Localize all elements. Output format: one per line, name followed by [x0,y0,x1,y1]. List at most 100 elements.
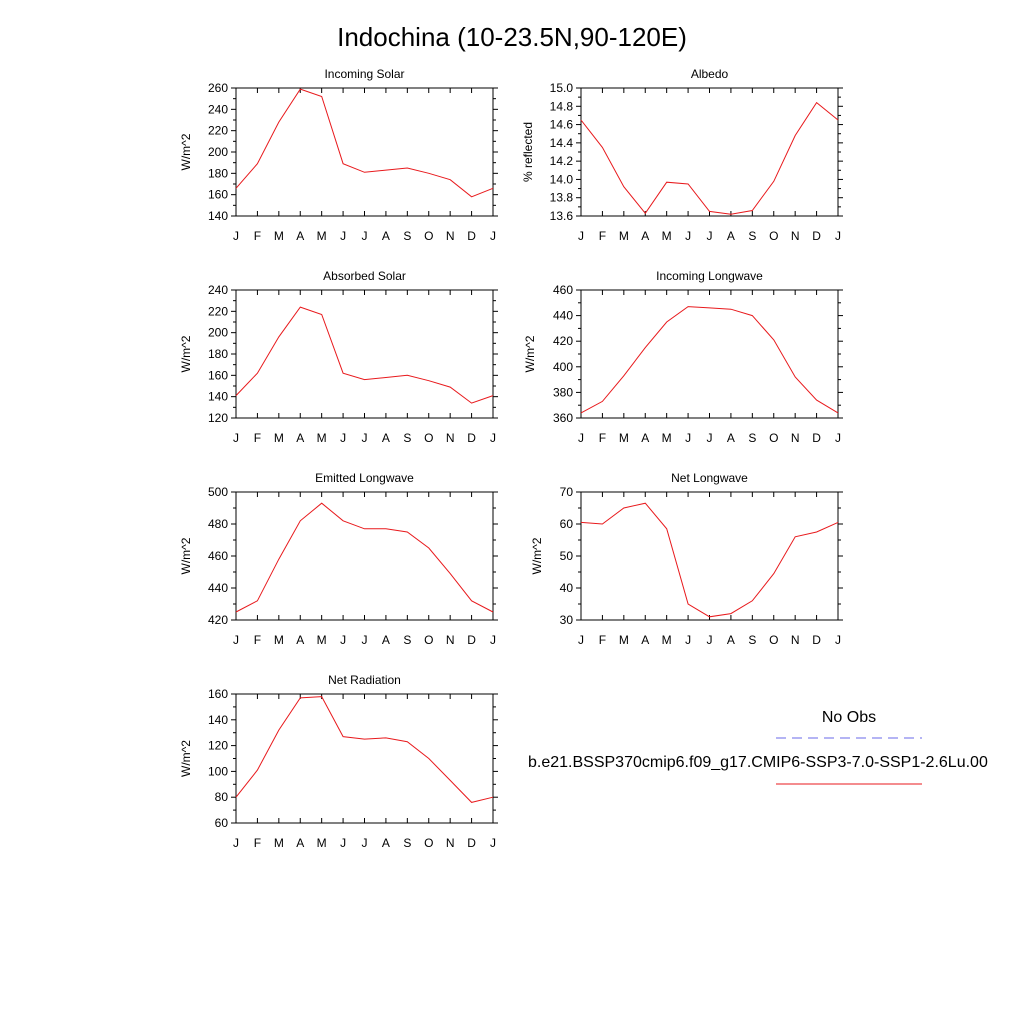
y-tick-label: 440 [208,581,228,595]
x-tick-label: O [769,229,778,243]
x-tick-label: D [467,229,476,243]
chart-title: Net Longwave [671,471,748,485]
plot-frame [235,693,494,824]
x-tick-label: A [296,431,304,445]
x-tick-label: J [233,229,239,243]
y-axis-label: % reflected [521,122,535,182]
x-tick-label: O [424,633,433,647]
chart-title: Incoming Solar [324,67,404,81]
x-tick-label: S [748,229,756,243]
y-tick-label: 160 [208,687,228,701]
y-tick-label: 80 [215,790,229,804]
x-tick-label: D [467,633,476,647]
y-tick-label: 140 [208,209,228,223]
x-tick-label: J [835,431,841,445]
x-tick-label: J [707,633,713,647]
x-tick-label: M [317,633,327,647]
y-tick-label: 14.0 [550,172,574,186]
y-tick-label: 200 [208,326,228,340]
y-tick-label: 60 [215,816,229,830]
y-tick-label: 14.2 [550,154,574,168]
x-tick-label: S [403,836,411,850]
x-tick-label: J [340,431,346,445]
x-tick-label: A [727,633,735,647]
y-tick-label: 40 [560,581,574,595]
x-tick-label: O [424,229,433,243]
x-tick-label: J [362,633,368,647]
y-tick-label: 60 [560,517,574,531]
plot-frame [235,87,494,217]
y-tick-label: 140 [208,713,228,727]
x-tick-label: J [362,229,368,243]
x-tick-label: J [578,229,584,243]
x-tick-label: M [274,229,284,243]
x-tick-label: J [233,633,239,647]
plot-frame [580,87,839,217]
x-tick-label: O [769,633,778,647]
x-tick-label: A [296,633,304,647]
x-tick-label: M [274,431,284,445]
x-tick-label: J [835,229,841,243]
chart-title: Albedo [691,67,729,81]
y-tick-label: 360 [553,411,573,425]
plot-frame [235,289,494,419]
x-tick-label: J [835,633,841,647]
x-tick-label: S [748,431,756,445]
x-tick-label: J [490,229,496,243]
x-tick-label: J [340,633,346,647]
y-tick-label: 400 [553,360,573,374]
x-tick-label: J [578,431,584,445]
series-line [235,696,494,803]
y-tick-label: 180 [208,347,228,361]
x-tick-label: D [467,431,476,445]
x-tick-label: F [254,633,261,647]
y-tick-label: 50 [560,549,574,563]
x-tick-label: S [403,633,411,647]
x-tick-label: J [362,431,368,445]
chart-title: Incoming Longwave [656,269,763,283]
y-tick-label: 220 [208,124,228,138]
legend-obs-label: No Obs [822,709,876,726]
y-tick-label: 260 [208,81,228,95]
x-tick-label: F [254,229,261,243]
x-tick-label: A [641,229,649,243]
x-tick-label: F [599,633,606,647]
y-axis-label: W/m^2 [179,537,193,574]
y-tick-label: 440 [553,309,573,323]
x-tick-label: J [707,431,713,445]
x-tick-label: M [317,836,327,850]
legend: No Obs b.e21.BSSP370cmip6.f09_g17.CMIP6-… [528,709,988,785]
x-tick-label: M [662,633,672,647]
x-tick-label: J [578,633,584,647]
x-tick-label: M [662,431,672,445]
x-tick-label: J [233,836,239,850]
figure-title: Indochina (10-23.5N,90-120E) [337,22,687,52]
chart-title: Absorbed Solar [323,269,406,283]
x-tick-label: M [317,431,327,445]
x-tick-label: J [685,431,691,445]
y-tick-label: 200 [208,145,228,159]
x-tick-label: A [641,431,649,445]
y-tick-label: 180 [208,166,228,180]
series-line [580,502,839,618]
x-tick-label: A [382,633,390,647]
chart-title: Emitted Longwave [315,471,414,485]
x-tick-label: J [340,836,346,850]
x-tick-label: M [317,229,327,243]
y-axis-label: W/m^2 [530,537,544,574]
y-tick-label: 460 [553,283,573,297]
x-tick-label: M [619,229,629,243]
x-tick-label: D [467,836,476,850]
y-tick-label: 140 [208,390,228,404]
series-line [235,88,494,198]
x-tick-label: A [382,836,390,850]
x-tick-label: A [641,633,649,647]
x-tick-label: A [727,229,735,243]
legend-model-label: b.e21.BSSP370cmip6.f09_g17.CMIP6-SSP3-7.… [528,754,988,771]
